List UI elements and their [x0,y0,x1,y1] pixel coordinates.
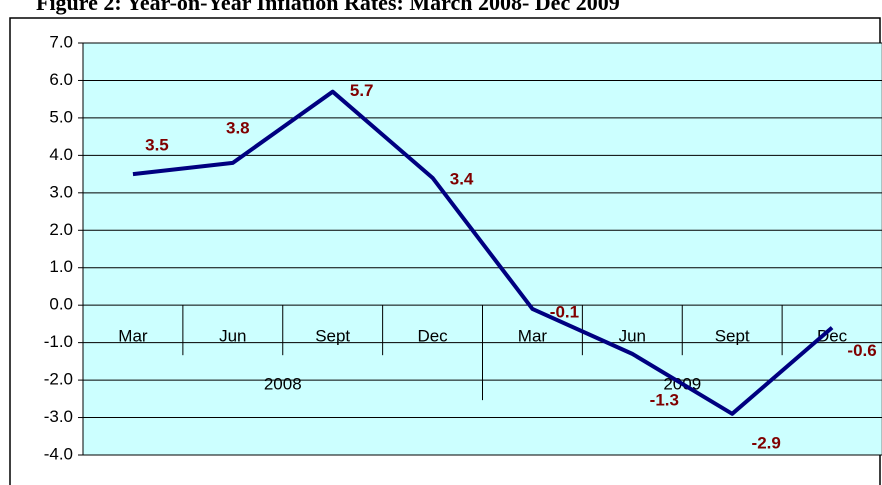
y-tick-label: 6.0 [49,70,73,89]
y-tick-label: -4.0 [44,444,73,463]
y-tick-label: 5.0 [49,107,73,126]
data-label: 3.4 [450,169,474,188]
x-tick-label: Sept [715,327,750,346]
x-tick-label: Mar [518,327,548,346]
data-label: -0.6 [847,341,876,360]
y-tick-label: -2.0 [44,370,73,389]
y-tick-label: 4.0 [49,145,73,164]
x-tick-label: Jun [619,327,646,346]
x-tick-label: Mar [118,327,148,346]
y-tick-label: 1.0 [49,257,73,276]
data-label: -1.3 [650,390,679,409]
data-label: 5.7 [350,81,374,100]
chart-title: Figure 2: Year-on-Year Inflation Rates: … [36,0,620,15]
category-group-label: 2008 [264,375,302,394]
data-label: -2.9 [752,433,781,452]
data-line [132,89,834,416]
data-label: 3.8 [226,118,250,137]
y-tick-label: 2.0 [49,220,73,239]
x-tick-label: Dec [417,327,448,346]
y-tick-label: -1.0 [44,332,73,351]
y-tick-label: 3.0 [49,182,73,201]
x-tick-label: Jun [219,327,246,346]
x-tick-label: Dec [817,327,848,346]
data-label: 3.5 [145,136,169,155]
y-tick-label: 0.0 [49,295,73,314]
y-tick-label: 7.0 [49,32,73,51]
data-label: -0.1 [550,302,579,321]
y-tick-label: -3.0 [44,407,73,426]
x-tick-label: Sept [315,327,350,346]
